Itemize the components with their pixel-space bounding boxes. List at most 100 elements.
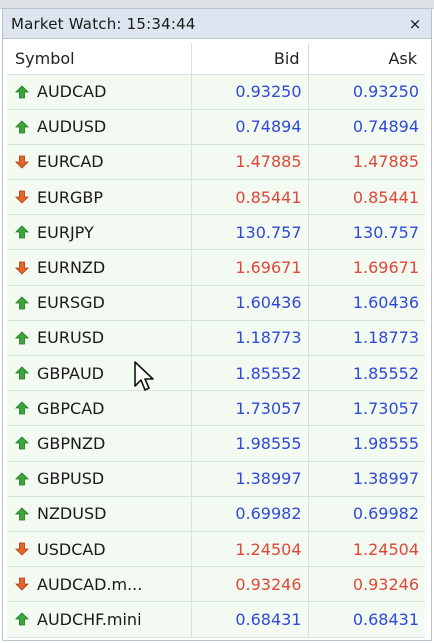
column-header-bid[interactable]: Bid (191, 43, 309, 75)
ask-cell[interactable]: 0.93250 (308, 74, 425, 110)
ask-cell[interactable]: 1.24504 (308, 531, 425, 568)
symbol-cell-content: EURNZD (15, 258, 185, 277)
up-arrow-icon (15, 366, 29, 380)
bid-cell[interactable]: 1.24504 (191, 531, 309, 568)
bid-cell[interactable]: 1.60436 (191, 285, 309, 321)
ask-cell[interactable]: 0.68431 (308, 601, 425, 638)
quote-row[interactable]: EURJPY 130.757 130.757 (7, 214, 425, 251)
bid-cell[interactable]: 130.757 (191, 214, 309, 251)
column-header-ask[interactable]: Ask (308, 43, 425, 75)
bid-cell[interactable]: 0.85441 (191, 179, 309, 216)
quotes-table-body: AUDCAD 0.93250 0.93250 AUDUSD 0.74894 0.74894… (7, 74, 425, 638)
symbol-cell[interactable]: GBPCAD (7, 390, 192, 427)
column-header-symbol[interactable]: Symbol (7, 43, 192, 75)
quote-row[interactable]: AUDCAD 0.93250 0.93250 (7, 74, 425, 110)
bid-cell[interactable]: 1.73057 (191, 390, 309, 427)
ask-cell[interactable]: 1.60436 (308, 285, 425, 321)
quote-row[interactable]: EURSGD 1.60436 1.60436 (7, 285, 425, 321)
symbol-cell[interactable]: EURJPY (7, 214, 192, 251)
quote-row[interactable]: GBPNZD 1.98555 1.98555 (7, 425, 425, 462)
up-arrow-icon (15, 436, 29, 450)
symbol-label: USDCAD (37, 539, 106, 559)
symbol-cell[interactable]: AUDCHF.mini (7, 601, 192, 638)
ask-cell[interactable]: 0.69982 (308, 496, 425, 532)
symbol-cell[interactable]: USDCAD (7, 531, 192, 568)
symbol-cell[interactable]: EURNZD (7, 249, 192, 286)
symbol-cell[interactable]: EURSGD (7, 285, 192, 321)
bid-cell[interactable]: 1.47885 (191, 144, 309, 181)
symbol-cell[interactable]: AUDCAD (7, 74, 192, 110)
ask-cell[interactable]: 1.69671 (308, 249, 425, 286)
ask-cell[interactable]: 1.98555 (308, 425, 425, 462)
up-arrow-icon (15, 472, 29, 486)
quote-row[interactable]: GBPCAD 1.73057 1.73057 (7, 390, 425, 427)
quote-row[interactable]: GBPUSD 1.38997 1.38997 (7, 461, 425, 497)
symbol-cell[interactable]: EURGBP (7, 179, 192, 216)
bid-cell[interactable]: 1.98555 (191, 425, 309, 462)
ask-cell[interactable]: 0.93246 (308, 566, 425, 603)
symbol-label: EURJPY (37, 222, 94, 242)
symbol-cell-content: AUDCAD.m... (15, 575, 185, 594)
close-button[interactable]: × (405, 14, 425, 34)
ask-cell[interactable]: 1.18773 (308, 320, 425, 357)
quote-row[interactable]: EURUSD 1.18773 1.18773 (7, 320, 425, 357)
symbol-cell[interactable]: GBPAUD (7, 355, 192, 392)
symbol-cell-content: AUDCAD (15, 82, 185, 101)
ask-cell[interactable]: 1.85552 (308, 355, 425, 392)
up-arrow-icon (15, 120, 29, 134)
quotes-table: Symbol Bid Ask AUDCAD 0.93250 0.93250 AUDUS… (7, 43, 425, 638)
bid-cell[interactable]: 1.18773 (191, 320, 309, 357)
symbol-label: AUDCAD.m... (37, 574, 143, 594)
quote-row[interactable]: AUDCHF.mini 0.68431 0.68431 (7, 601, 425, 638)
symbol-cell[interactable]: EURCAD (7, 144, 192, 181)
bid-cell[interactable]: 0.93250 (191, 74, 309, 110)
ask-cell[interactable]: 1.38997 (308, 461, 425, 497)
quote-row[interactable]: AUDCAD.m... 0.93246 0.93246 (7, 566, 425, 603)
ask-cell[interactable]: 1.73057 (308, 390, 425, 427)
ask-cell[interactable]: 0.74894 (308, 109, 425, 145)
symbol-cell-content: AUDCHF.mini (15, 610, 185, 629)
bid-cell[interactable]: 1.85552 (191, 355, 309, 392)
symbol-cell[interactable]: AUDCAD.m... (7, 566, 192, 603)
up-arrow-icon (15, 507, 29, 521)
quote-row[interactable]: EURCAD 1.47885 1.47885 (7, 144, 425, 181)
quote-row[interactable]: NZDUSD 0.69982 0.69982 (7, 496, 425, 532)
symbol-cell-content: GBPCAD (15, 399, 185, 418)
bid-cell[interactable]: 1.38997 (191, 461, 309, 497)
symbol-cell-content: GBPNZD (15, 434, 185, 453)
bid-cell[interactable]: 0.74894 (191, 109, 309, 145)
bid-cell[interactable]: 1.69671 (191, 249, 309, 286)
symbol-cell-content: EURSGD (15, 293, 185, 312)
quote-row[interactable]: AUDUSD 0.74894 0.74894 (7, 109, 425, 145)
symbol-label: GBPNZD (37, 433, 106, 453)
symbol-label: GBPUSD (37, 469, 105, 489)
ask-cell[interactable]: 0.85441 (308, 179, 425, 216)
quote-row[interactable]: EURGBP 0.85441 0.85441 (7, 179, 425, 216)
symbol-label: AUDCAD (37, 82, 107, 102)
close-icon: × (408, 14, 422, 33)
symbol-label: GBPCAD (37, 398, 105, 418)
symbol-cell-content: USDCAD (15, 540, 185, 559)
symbol-cell[interactable]: EURUSD (7, 320, 192, 357)
quote-row[interactable]: EURNZD 1.69671 1.69671 (7, 249, 425, 286)
down-arrow-icon (15, 577, 29, 591)
symbol-cell-content: EURUSD (15, 328, 185, 347)
market-watch-titlebar[interactable]: Market Watch: 15:34:44 × (3, 9, 431, 39)
symbol-cell-content: GBPUSD (15, 469, 185, 488)
symbol-cell[interactable]: AUDUSD (7, 109, 192, 145)
quote-row[interactable]: USDCAD 1.24504 1.24504 (7, 531, 425, 568)
symbol-cell[interactable]: NZDUSD (7, 496, 192, 532)
ask-cell[interactable]: 130.757 (308, 214, 425, 251)
bid-cell[interactable]: 0.68431 (191, 601, 309, 638)
ask-cell[interactable]: 1.47885 (308, 144, 425, 181)
symbol-cell[interactable]: GBPNZD (7, 425, 192, 462)
symbol-label: EURUSD (37, 328, 105, 348)
symbol-cell[interactable]: GBPUSD (7, 461, 192, 497)
quote-row[interactable]: GBPAUD 1.85552 1.85552 (7, 355, 425, 392)
bid-cell[interactable]: 0.93246 (191, 566, 309, 603)
up-arrow-icon (15, 225, 29, 239)
symbol-label: NZDUSD (37, 504, 107, 524)
symbol-label: GBPAUD (37, 363, 104, 383)
bid-cell[interactable]: 0.69982 (191, 496, 309, 532)
symbol-cell-content: EURJPY (15, 223, 185, 242)
